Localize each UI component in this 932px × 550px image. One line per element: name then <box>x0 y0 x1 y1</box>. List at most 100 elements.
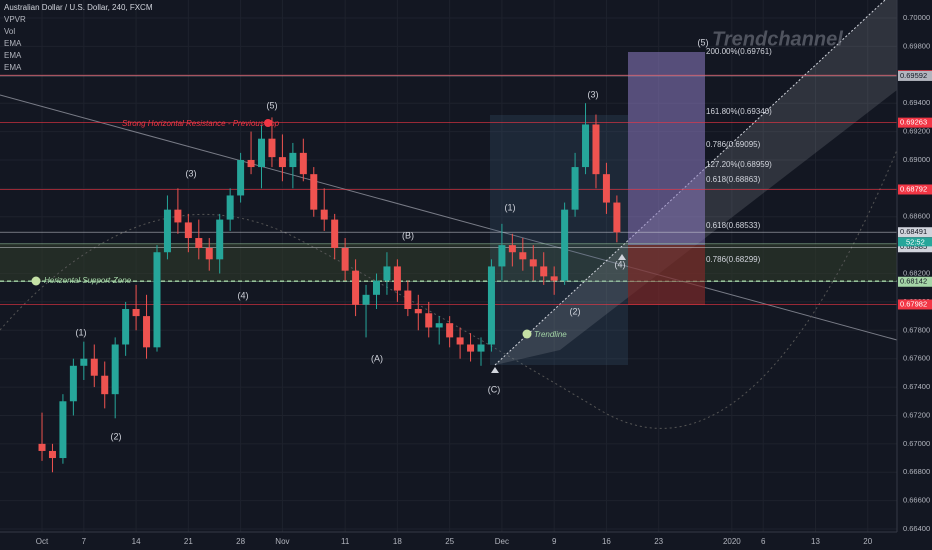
wave-label: (4) <box>238 290 249 300</box>
indicator: EMA <box>4 63 22 72</box>
candle-body <box>163 209 171 253</box>
x-tick-label: 9 <box>552 537 557 546</box>
y-tick-label: 0.67800 <box>903 325 930 334</box>
candle-body <box>69 365 77 402</box>
candle-body <box>404 290 412 310</box>
candle-body <box>80 358 88 366</box>
price-tag <box>898 227 932 238</box>
wave-label: (A) <box>371 353 383 363</box>
x-tick-label: 6 <box>761 537 766 546</box>
y-tick-label: 0.66800 <box>903 467 930 476</box>
candle-body <box>508 245 516 253</box>
candle-body <box>132 309 140 317</box>
x-tick-label: 28 <box>236 537 245 546</box>
y-tick-label: 0.67200 <box>903 410 930 419</box>
fib-label: 127.20%(0.68959) <box>706 160 772 169</box>
candle-body <box>216 219 224 260</box>
price-tag-label: 0.69592 <box>900 71 927 80</box>
annotation: Horizontal Support-Zone <box>44 276 132 285</box>
candle-body <box>258 138 266 168</box>
marker <box>31 276 41 286</box>
fib-label: 0.786(0.68299) <box>706 255 761 264</box>
indicator: EMA <box>4 39 22 48</box>
price-tag <box>898 276 932 287</box>
candle-body <box>571 167 579 210</box>
annotation: Trendchannel <box>712 28 843 50</box>
fib-label: 0.618(0.68863) <box>706 175 761 184</box>
diagonal-line <box>0 94 898 341</box>
candle-body <box>582 124 590 168</box>
y-tick-label: 0.67400 <box>903 382 930 391</box>
indicator: Vol <box>4 27 15 36</box>
marker <box>491 367 499 373</box>
candle-body <box>310 174 318 210</box>
wave-label: (B) <box>402 230 414 240</box>
fib-label: 200.00%(0.69761) <box>706 47 772 56</box>
x-tick-label: 7 <box>82 537 87 546</box>
candle-body <box>90 358 98 376</box>
candle-body <box>362 294 370 305</box>
y-tick-label: 0.69200 <box>903 127 930 136</box>
x-tick-label: 18 <box>393 537 402 546</box>
candle-body <box>383 266 391 281</box>
price-tag-label: 0.68385 <box>900 242 927 251</box>
x-tick-label: Dec <box>495 537 509 546</box>
candle-body <box>299 152 307 175</box>
price-tag-label: 0.67982 <box>900 299 927 308</box>
price-tag <box>898 70 932 81</box>
indicator: EMA <box>4 51 22 60</box>
candle-body <box>111 344 119 395</box>
candle-body <box>602 174 610 203</box>
x-tick-label: 16 <box>602 537 611 546</box>
x-tick-label: 23 <box>654 537 663 546</box>
y-tick-label: 0.70000 <box>903 13 930 22</box>
candle-body <box>592 124 600 175</box>
price-tag-label: 0.68792 <box>900 184 927 193</box>
candle-body <box>59 401 67 459</box>
candle-body <box>247 159 255 168</box>
y-tick-label: 0.67600 <box>903 354 930 363</box>
candle-body <box>352 270 360 305</box>
candle-body <box>268 138 276 158</box>
candle-body <box>446 323 454 338</box>
candle-body <box>477 344 485 352</box>
candle-body <box>143 316 151 348</box>
fib-label: 161.80%(0.69340) <box>706 107 772 116</box>
candle-body <box>456 337 464 345</box>
price-tag-label: 0.68142 <box>900 277 927 286</box>
candle-body <box>561 209 569 281</box>
candle-body <box>393 266 401 291</box>
cycle-curve <box>0 149 898 429</box>
marker <box>522 329 532 339</box>
wave-label: (5) <box>698 37 709 47</box>
y-tick-label: 0.67000 <box>903 439 930 448</box>
x-tick-label: 13 <box>811 537 820 546</box>
x-tick-label: 25 <box>445 537 454 546</box>
y-tick-label: 0.66600 <box>903 496 930 505</box>
candle-body <box>519 252 527 260</box>
price-tag-label: 0.68491 <box>900 227 927 236</box>
wave-label: (5) <box>267 100 278 110</box>
wave-label: (1) <box>505 202 516 212</box>
candle-body <box>613 202 621 233</box>
candle-body <box>498 245 506 267</box>
candle-body <box>331 219 339 248</box>
x-tick-label: Nov <box>275 537 289 546</box>
candle-body <box>101 375 109 395</box>
y-tick-label: 0.68600 <box>903 212 930 221</box>
x-tick-label: 21 <box>184 537 193 546</box>
marker <box>264 119 272 127</box>
target-box <box>628 52 705 245</box>
price-tag <box>898 242 932 253</box>
candle-body <box>38 443 46 451</box>
price-tag <box>898 117 932 128</box>
range-box <box>490 115 628 365</box>
candles <box>38 103 621 473</box>
wave-label: (4) <box>615 259 626 269</box>
fib-label: 0.618(0.68533) <box>706 221 761 230</box>
x-tick-label: 20 <box>863 537 872 546</box>
indicator: VPVR <box>4 15 26 24</box>
wave-label: (1) <box>76 327 87 337</box>
candle-body <box>487 266 495 345</box>
